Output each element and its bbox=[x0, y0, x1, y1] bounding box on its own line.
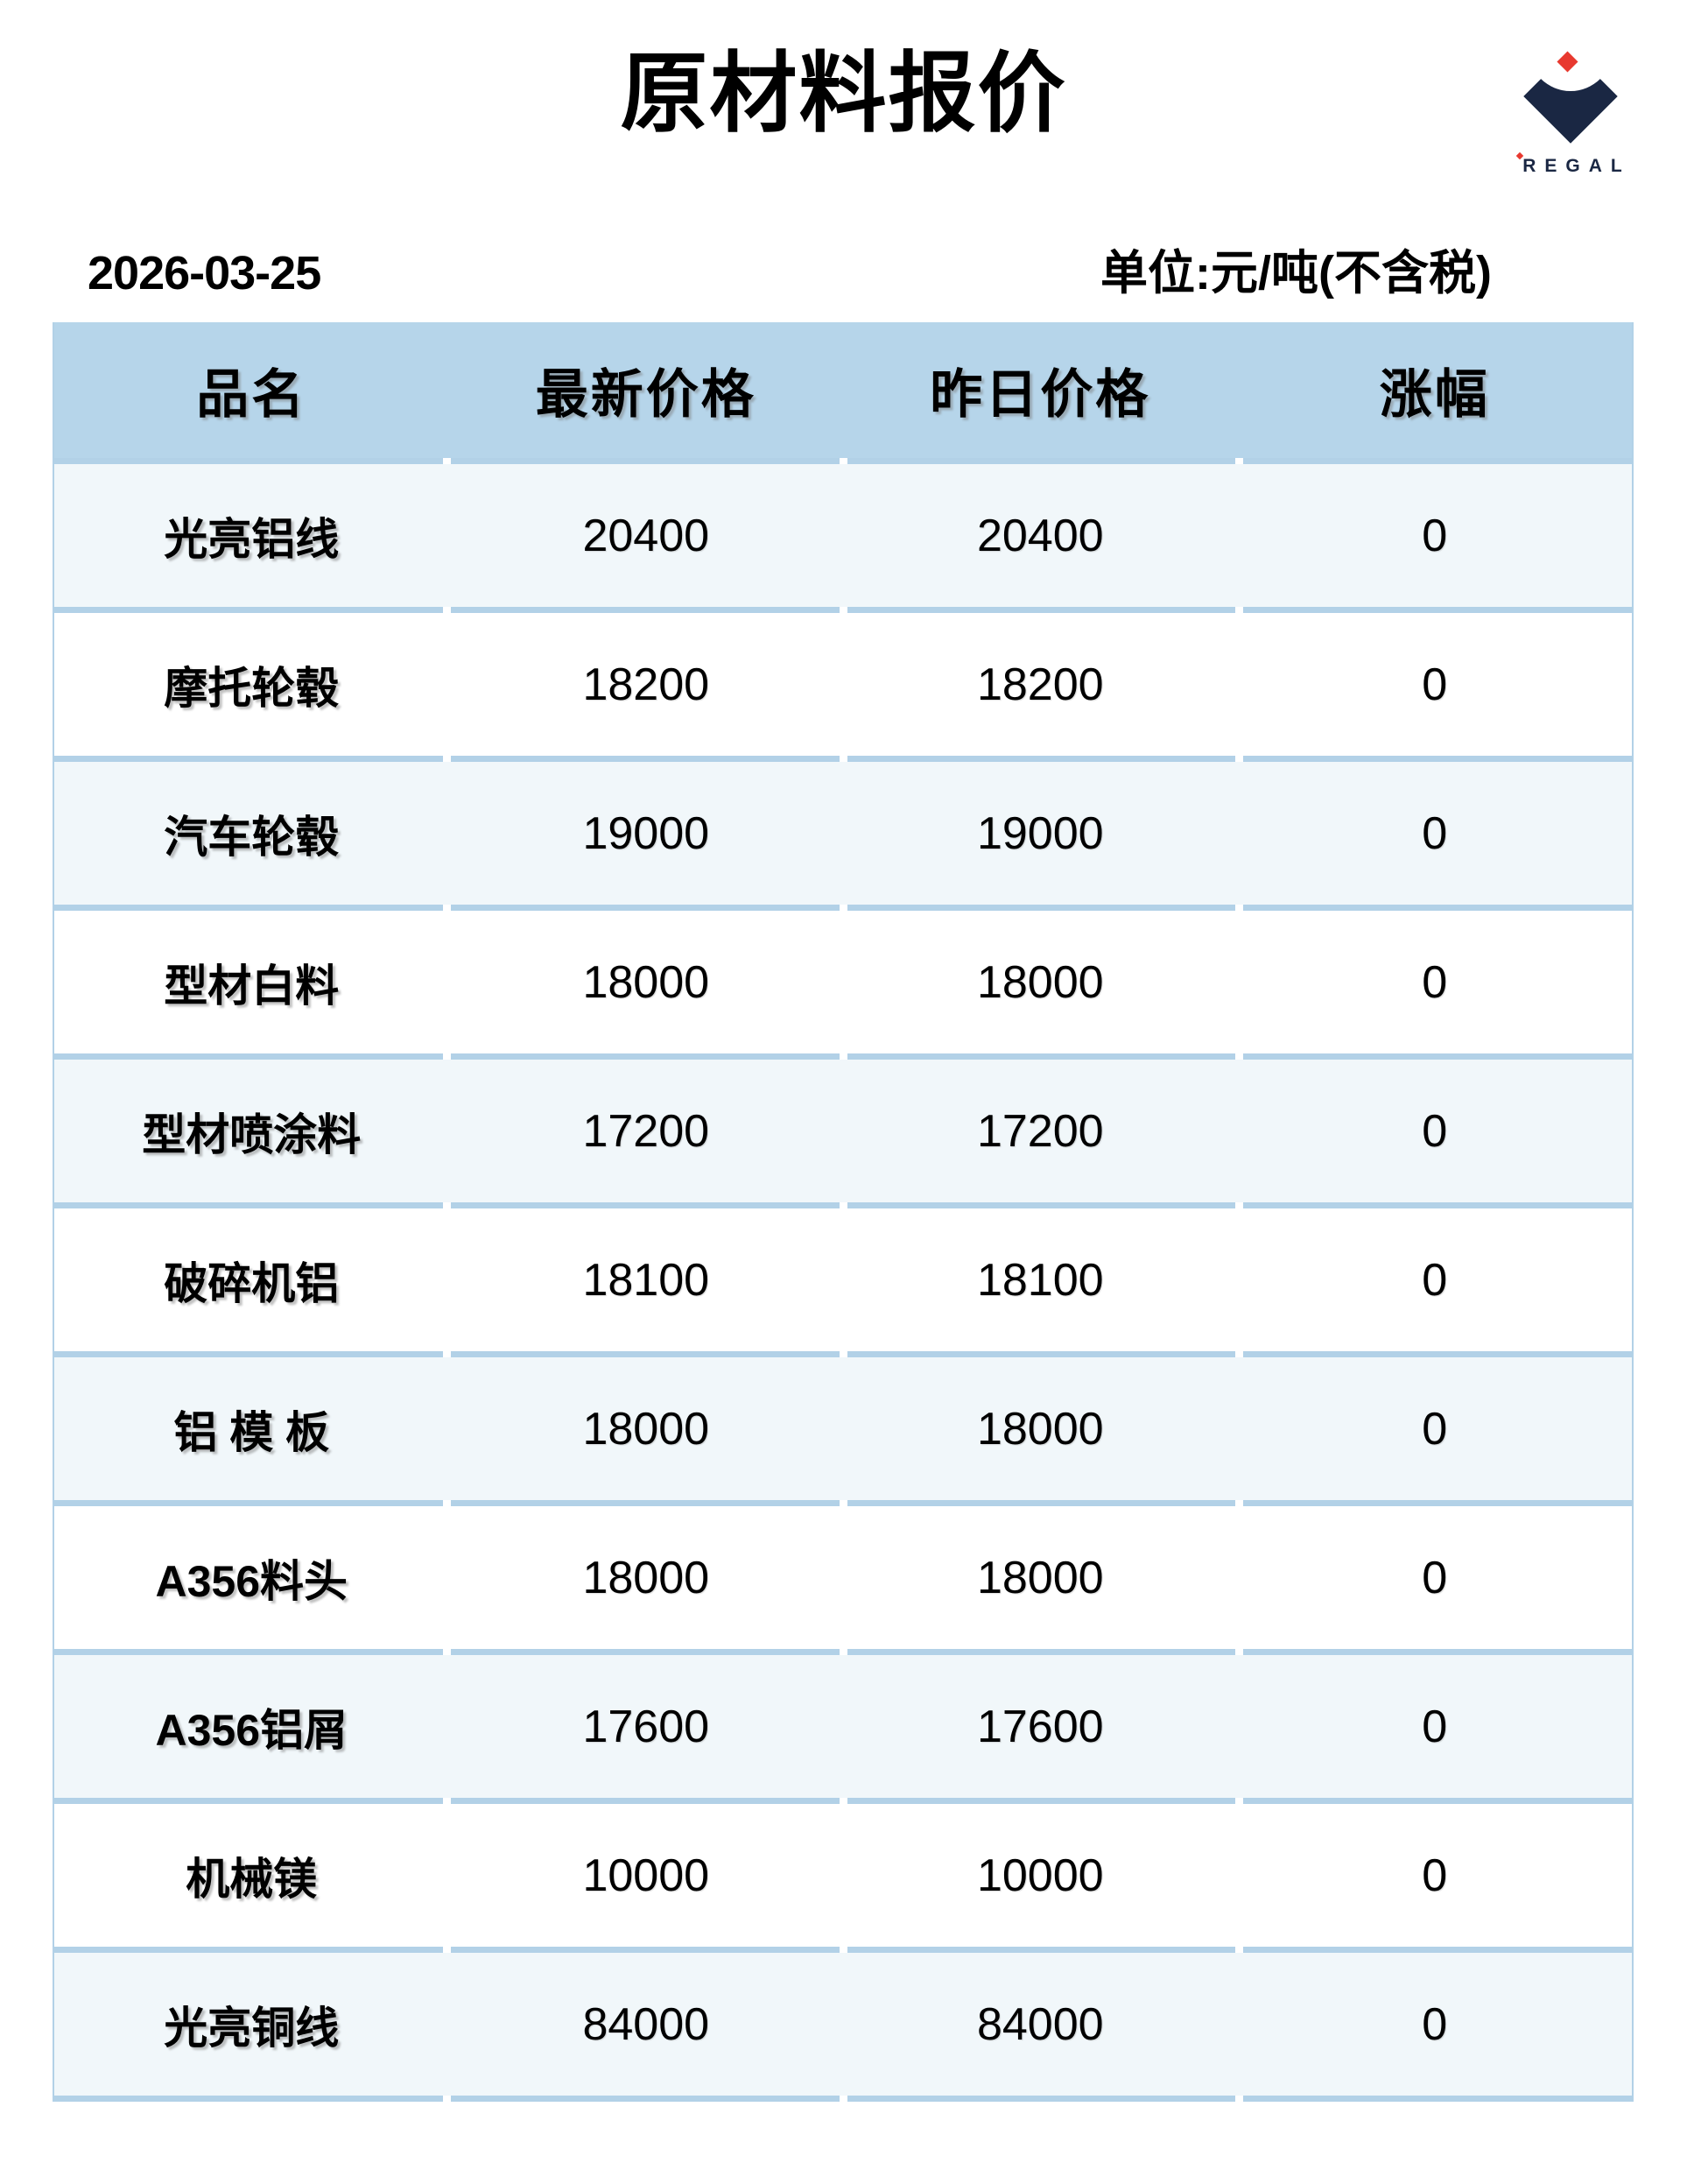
row-divider bbox=[54, 905, 1632, 911]
product-name-cell: 汽车轮毂 bbox=[164, 812, 340, 862]
yesterday-price-cell: 18100 bbox=[976, 1254, 1104, 1306]
product-name-cell: 破碎机铝 bbox=[164, 1258, 340, 1308]
regal-logo: REGAL bbox=[1494, 7, 1651, 191]
table-row: 光亮铝线 20400 20400 0 bbox=[54, 464, 1632, 607]
table-row: 摩托轮毂 18200 18200 0 bbox=[54, 613, 1632, 756]
table-row: 型材喷涂料 17200 17200 0 bbox=[54, 1060, 1632, 1202]
header-latest-price: 最新价格 bbox=[535, 365, 756, 424]
price-table: 品名 最新价格 昨日价格 涨幅 光亮铝线 20400 20400 0 摩托轮毂 … bbox=[53, 322, 1634, 2102]
product-name-cell: 机械镁 bbox=[186, 1854, 318, 1904]
row-divider bbox=[54, 1053, 1632, 1060]
table-row: 破碎机铝 18100 18100 0 bbox=[54, 1208, 1632, 1351]
table-row: 铝 模 板 18000 18000 0 bbox=[54, 1357, 1632, 1500]
meta-line: 2026-03-25 单位:元/吨(不含税) bbox=[88, 247, 1492, 299]
product-name-cell: 铝 模 板 bbox=[173, 1407, 330, 1457]
latest-price-cell: 18000 bbox=[582, 1403, 710, 1455]
row-divider bbox=[54, 607, 1632, 613]
header-change: 涨幅 bbox=[1379, 365, 1490, 424]
change-cell: 0 bbox=[1422, 1254, 1448, 1306]
latest-price-cell: 18100 bbox=[582, 1254, 710, 1306]
yesterday-price-cell: 18000 bbox=[976, 1552, 1104, 1603]
yesterday-price-cell: 10000 bbox=[976, 1849, 1104, 1901]
unit-label: 单位:元/吨(不含税) bbox=[1100, 247, 1492, 299]
change-cell: 0 bbox=[1422, 1552, 1448, 1603]
latest-price-cell: 18200 bbox=[582, 659, 710, 710]
row-divider bbox=[54, 1649, 1632, 1655]
table-row: 光亮铜线 84000 84000 0 bbox=[54, 1953, 1632, 2096]
latest-price-cell: 19000 bbox=[582, 807, 710, 859]
table-row: A356料头 18000 18000 0 bbox=[54, 1506, 1632, 1649]
change-cell: 0 bbox=[1422, 510, 1448, 561]
product-name-cell: 光亮铜线 bbox=[164, 2003, 340, 2053]
product-name-cell: 光亮铝线 bbox=[164, 514, 340, 564]
latest-price-cell: 18000 bbox=[582, 956, 710, 1008]
latest-price-cell: 17600 bbox=[582, 1701, 710, 1752]
yesterday-price-cell: 84000 bbox=[976, 1998, 1104, 2050]
logo-wordmark: REGAL bbox=[1522, 156, 1631, 176]
latest-price-cell: 10000 bbox=[582, 1849, 710, 1901]
row-divider bbox=[54, 2096, 1632, 2102]
latest-price-cell: 17200 bbox=[582, 1105, 710, 1157]
yesterday-price-cell: 20400 bbox=[976, 510, 1104, 561]
product-name-cell: 型材白料 bbox=[164, 961, 340, 1011]
latest-price-cell: 84000 bbox=[582, 1998, 710, 2050]
logo-crescent-mask bbox=[1529, 7, 1613, 91]
change-cell: 0 bbox=[1422, 1403, 1448, 1455]
change-cell: 0 bbox=[1422, 1701, 1448, 1752]
row-divider bbox=[54, 1500, 1632, 1506]
yesterday-price-cell: 17200 bbox=[976, 1105, 1104, 1157]
table-row: A356铝屑 17600 17600 0 bbox=[54, 1655, 1632, 1798]
product-name-cell: A356铝屑 bbox=[155, 1705, 348, 1755]
product-name-cell: 摩托轮毂 bbox=[164, 663, 340, 713]
yesterday-price-cell: 18000 bbox=[976, 956, 1104, 1008]
row-divider bbox=[54, 1202, 1632, 1208]
header-yesterday-price: 昨日价格 bbox=[930, 365, 1151, 424]
product-name-cell: A356料头 bbox=[155, 1556, 348, 1606]
table-row: 汽车轮毂 19000 19000 0 bbox=[54, 762, 1632, 905]
row-divider bbox=[54, 1947, 1632, 1953]
latest-price-cell: 18000 bbox=[582, 1552, 710, 1603]
change-cell: 0 bbox=[1422, 1998, 1448, 2050]
yesterday-price-cell: 17600 bbox=[976, 1701, 1104, 1752]
row-divider bbox=[54, 756, 1632, 762]
row-divider bbox=[54, 1798, 1632, 1804]
table-row: 机械镁 10000 10000 0 bbox=[54, 1804, 1632, 1947]
yesterday-price-cell: 19000 bbox=[976, 807, 1104, 859]
header-product-name: 品名 bbox=[196, 365, 307, 424]
date-label: 2026-03-25 bbox=[88, 247, 321, 299]
latest-price-cell: 20400 bbox=[582, 510, 710, 561]
product-name-cell: 型材喷涂料 bbox=[142, 1110, 362, 1159]
change-cell: 0 bbox=[1422, 659, 1448, 710]
row-divider bbox=[54, 458, 1632, 464]
yesterday-price-cell: 18200 bbox=[976, 659, 1104, 710]
change-cell: 0 bbox=[1422, 1105, 1448, 1157]
table-row: 型材白料 18000 18000 0 bbox=[54, 911, 1632, 1053]
table-header-row: 品名 最新价格 昨日价格 涨幅 bbox=[54, 322, 1632, 458]
row-divider bbox=[54, 1351, 1632, 1357]
page-title: 原材料报价 bbox=[620, 46, 1067, 143]
change-cell: 0 bbox=[1422, 956, 1448, 1008]
yesterday-price-cell: 18000 bbox=[976, 1403, 1104, 1455]
change-cell: 0 bbox=[1422, 1849, 1448, 1901]
change-cell: 0 bbox=[1422, 807, 1448, 859]
